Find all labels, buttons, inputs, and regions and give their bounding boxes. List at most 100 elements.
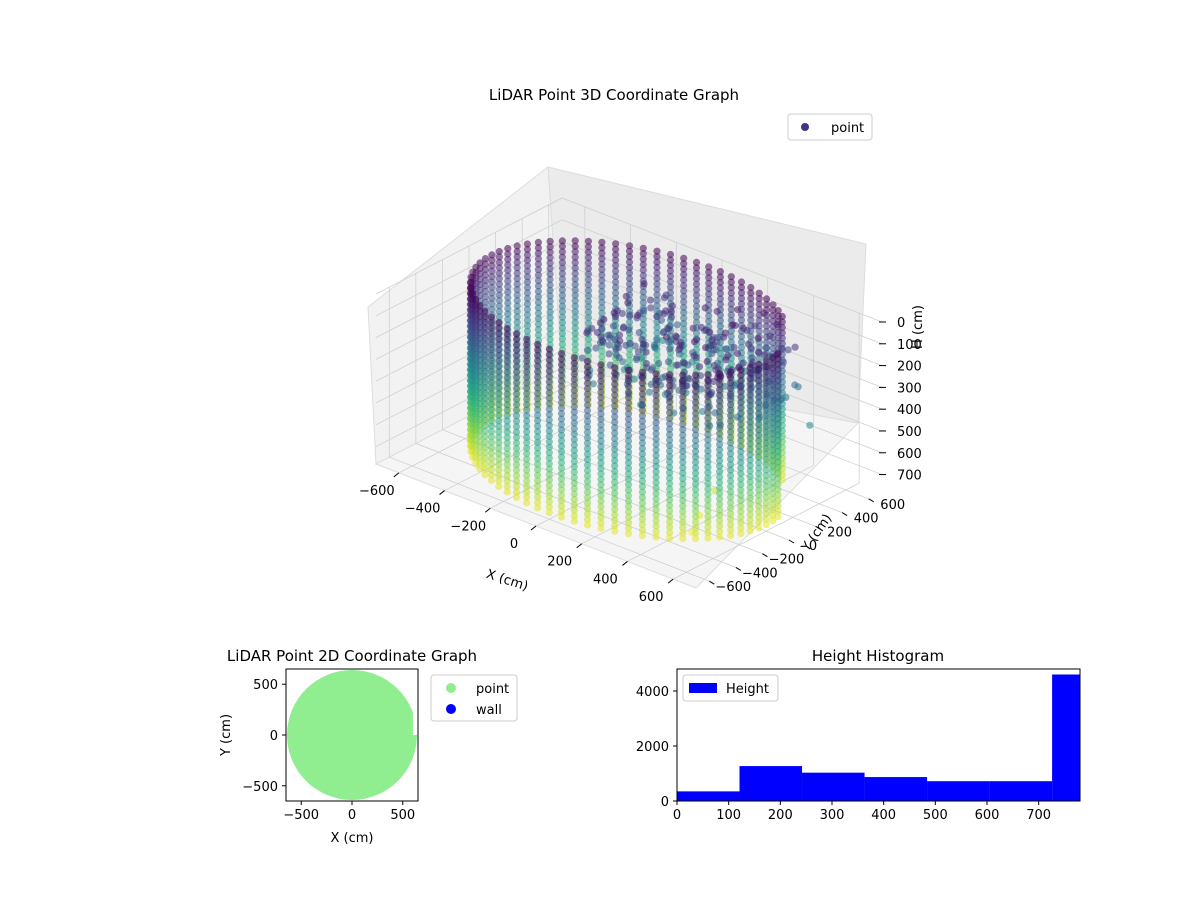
point-3d [523, 368, 531, 376]
point-3d [652, 402, 660, 410]
point-3d [653, 280, 661, 288]
point-3d [639, 271, 647, 280]
point-3d [557, 497, 566, 505]
point-3d [692, 529, 700, 537]
point-3d [523, 433, 531, 441]
point-3d [763, 295, 771, 303]
point-3d [769, 435, 777, 443]
point-3d [495, 275, 503, 283]
point-3d [692, 291, 701, 299]
point-3d [727, 417, 735, 425]
point-3d [615, 354, 623, 362]
point-3d [716, 429, 724, 438]
point-3d [571, 335, 579, 343]
point-3d [638, 472, 647, 480]
point-3d [545, 508, 553, 517]
point-3d [611, 445, 619, 454]
point-3d [762, 455, 770, 463]
point-3d [476, 416, 484, 424]
point-3d [597, 443, 605, 451]
point-3d [653, 323, 661, 331]
point-3d [558, 340, 567, 348]
point-3d [763, 338, 771, 347]
point-3d [534, 293, 543, 301]
point-3d [534, 304, 543, 312]
point-3d [762, 428, 770, 436]
point-3d [546, 281, 554, 289]
point-3d [692, 426, 700, 434]
point-3d [557, 502, 566, 510]
point-3d [512, 455, 521, 463]
point-3d [570, 490, 578, 498]
point-3d [513, 286, 521, 294]
point-3d [755, 371, 763, 379]
point-3d [488, 262, 496, 270]
point-3d [570, 517, 578, 525]
point-3d [679, 524, 687, 532]
point-3d [706, 328, 714, 336]
point-3d [598, 238, 606, 246]
point-3d [746, 478, 754, 486]
point-3d [513, 264, 521, 272]
point-3d [557, 448, 566, 456]
point-3d [639, 244, 647, 252]
point-3d [583, 357, 592, 366]
point-3d [557, 350, 566, 358]
point-3d [512, 423, 521, 431]
point-3d [769, 391, 777, 400]
point-3d [791, 343, 799, 351]
point-3d [755, 360, 763, 369]
point-3d [769, 440, 777, 449]
point-3d [512, 439, 521, 447]
point-3d [630, 375, 638, 383]
point-3d [503, 406, 511, 414]
point-3d [705, 274, 713, 282]
point-3d [679, 480, 687, 488]
point-3d [487, 329, 495, 337]
point-3d [546, 319, 554, 327]
point-3d [487, 476, 495, 485]
point-3d [557, 366, 566, 374]
point-3d [727, 412, 735, 420]
x-tick-mark [576, 543, 583, 549]
point-3d [476, 454, 484, 462]
point-3d [503, 341, 511, 349]
point-3d [704, 371, 712, 379]
point-3d [481, 383, 489, 392]
point-3d [679, 415, 687, 423]
point-3d [583, 434, 592, 442]
point-3d [762, 412, 770, 420]
point-3d [697, 323, 706, 331]
point-3d [597, 453, 605, 462]
point-3d [762, 499, 770, 507]
point-3d [625, 258, 634, 266]
point-3d [692, 442, 700, 450]
point-3d [716, 380, 724, 388]
point-3d [698, 407, 707, 416]
point-3d [597, 524, 605, 532]
point-3d [571, 319, 579, 327]
point-3d [597, 464, 605, 472]
point-3d [597, 410, 605, 418]
hist-x-tick-label: 500 [923, 808, 948, 823]
point-3d [716, 419, 724, 427]
point-3d [704, 469, 712, 477]
plot2d-legend-wall-label: wall [476, 703, 502, 718]
point-3d [692, 535, 700, 543]
point-3d [523, 284, 532, 292]
point-3d [666, 387, 674, 395]
point-3d [481, 356, 489, 364]
point-3d [545, 443, 553, 451]
point-3d [570, 452, 578, 460]
point-3d [612, 294, 620, 302]
point-3d [762, 384, 770, 392]
point-3d [503, 390, 511, 398]
point-3d [721, 329, 730, 337]
z-tick-label: 700 [897, 469, 922, 484]
point-3d [570, 397, 578, 405]
point-3d [638, 521, 647, 529]
point-3d [481, 334, 489, 343]
point-3d [762, 510, 770, 518]
point-3d [598, 347, 606, 355]
point-3d [611, 489, 619, 497]
